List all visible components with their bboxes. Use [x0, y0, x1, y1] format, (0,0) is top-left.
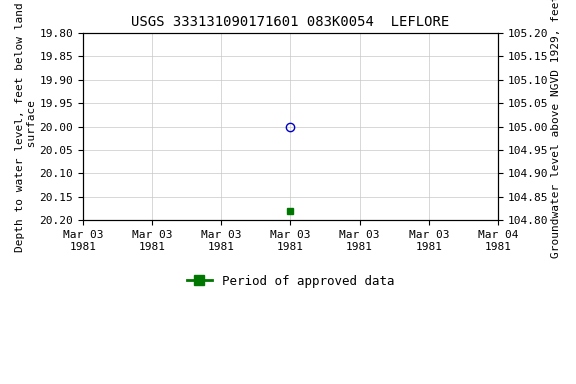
- Y-axis label: Depth to water level, feet below land
 surface: Depth to water level, feet below land su…: [15, 2, 37, 252]
- Legend: Period of approved data: Period of approved data: [181, 270, 399, 293]
- Title: USGS 333131090171601 083K0054  LEFLORE: USGS 333131090171601 083K0054 LEFLORE: [131, 15, 449, 29]
- Y-axis label: Groundwater level above NGVD 1929, feet: Groundwater level above NGVD 1929, feet: [551, 0, 561, 258]
